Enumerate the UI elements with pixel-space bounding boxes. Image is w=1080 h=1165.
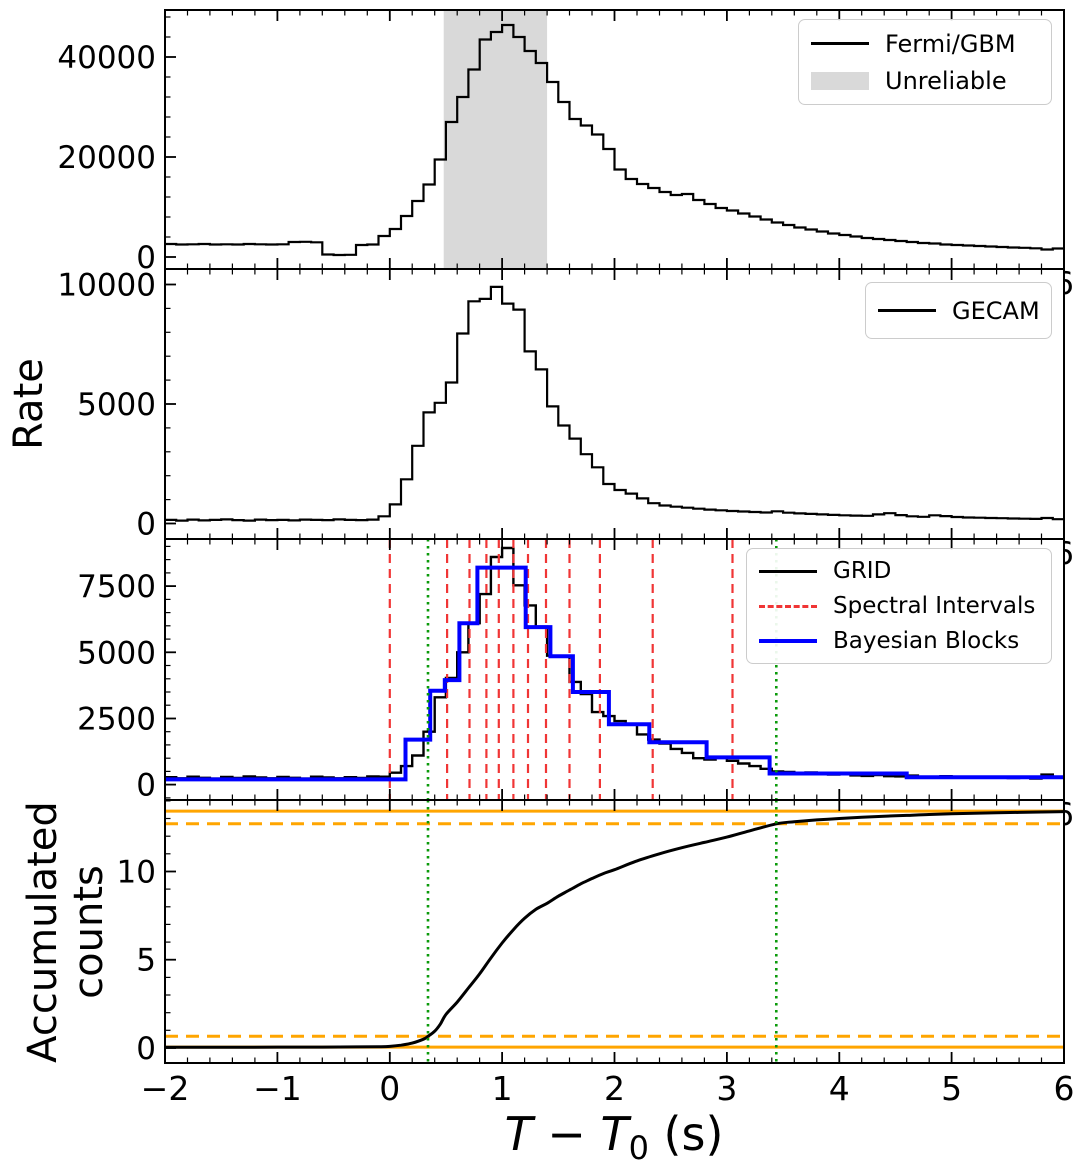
y-tick-label: 10000 <box>57 268 156 304</box>
y-tick-label: 7500 <box>77 569 156 605</box>
x-tick-label: 3 <box>716 1069 737 1108</box>
y-axis-label-rate: Rate <box>6 358 52 450</box>
y-tick-label: 10 <box>117 855 156 891</box>
legend-label-fermi-gbm: Fermi/GBM <box>885 29 1016 58</box>
y-tick-label: 0 <box>136 240 156 276</box>
x-tick-label: 0 <box>379 1069 400 1108</box>
bayesian-blocks-line <box>165 565 1064 782</box>
legend-fermi-gbm: Fermi/GBM Unreliable <box>798 19 1052 105</box>
legend-label-bayesian-blocks: Bayesian Blocks <box>833 627 1020 654</box>
legend-entry-fermi-gbm: Fermi/GBM <box>811 25 1039 62</box>
legend-entry-grid: GRID <box>759 554 1039 589</box>
black-line-swatch-icon <box>811 42 869 45</box>
black-line-swatch-icon <box>878 309 936 312</box>
x-tick-label: −1 <box>253 1069 302 1108</box>
x-tick-label: 4 <box>829 1069 850 1108</box>
blue-line-swatch-icon <box>759 638 817 643</box>
Fermi/GBM-histogram-line <box>165 23 1064 257</box>
GECAM-histogram-line <box>165 285 1064 522</box>
y-axis-label-counts: counts <box>66 865 112 999</box>
y-tick-label: 20000 <box>57 140 156 176</box>
y-tick-label: 2500 <box>77 702 156 738</box>
y-tick-label: 0 <box>136 507 156 543</box>
y-tick-label: 5000 <box>77 387 156 423</box>
legend-grid: GRID Spectral Intervals Bayesian Blocks <box>746 548 1052 664</box>
y-tick-label: 0 <box>136 1031 156 1067</box>
legend-label-gecam: GECAM <box>952 296 1040 325</box>
legend-label-grid: GRID <box>833 558 892 585</box>
legend-gecam: GECAM <box>865 282 1052 339</box>
legend-label-spectral-intervals: Spectral Intervals <box>833 593 1036 619</box>
panel-3-background <box>165 800 1064 1063</box>
x-tick-label: 2 <box>604 1069 625 1108</box>
x-tick-label: 1 <box>492 1069 513 1108</box>
legend-label-unreliable: Unreliable <box>885 66 1007 95</box>
legend-entry-spectral-intervals: Spectral Intervals <box>759 589 1039 624</box>
black-line-swatch-icon <box>759 569 817 573</box>
y-tick-label: 0 <box>136 768 156 804</box>
unreliable-band <box>443 10 548 269</box>
gray-patch-swatch-icon <box>811 71 869 90</box>
x-tick-label: 6 <box>1054 1069 1075 1108</box>
y-tick-label: 40000 <box>57 40 156 76</box>
x-tick-label: −2 <box>141 1069 190 1108</box>
red-dashed-line-swatch-icon <box>759 604 817 608</box>
legend-entry-bayesian-blocks: Bayesian Blocks <box>759 623 1039 658</box>
y-tick-label: 5000 <box>77 635 156 671</box>
legend-entry-unreliable: Unreliable <box>811 62 1039 99</box>
y-axis-label-accumulated: Accumulated <box>20 801 66 1063</box>
legend-entry-gecam: GECAM <box>878 296 1040 325</box>
x-tick-label: 5 <box>941 1069 962 1108</box>
accumulated-counts-curve <box>165 810 1065 1049</box>
y-tick-label: 5 <box>136 943 156 979</box>
x-axis-label: T − T0 (s) <box>505 1107 724 1165</box>
